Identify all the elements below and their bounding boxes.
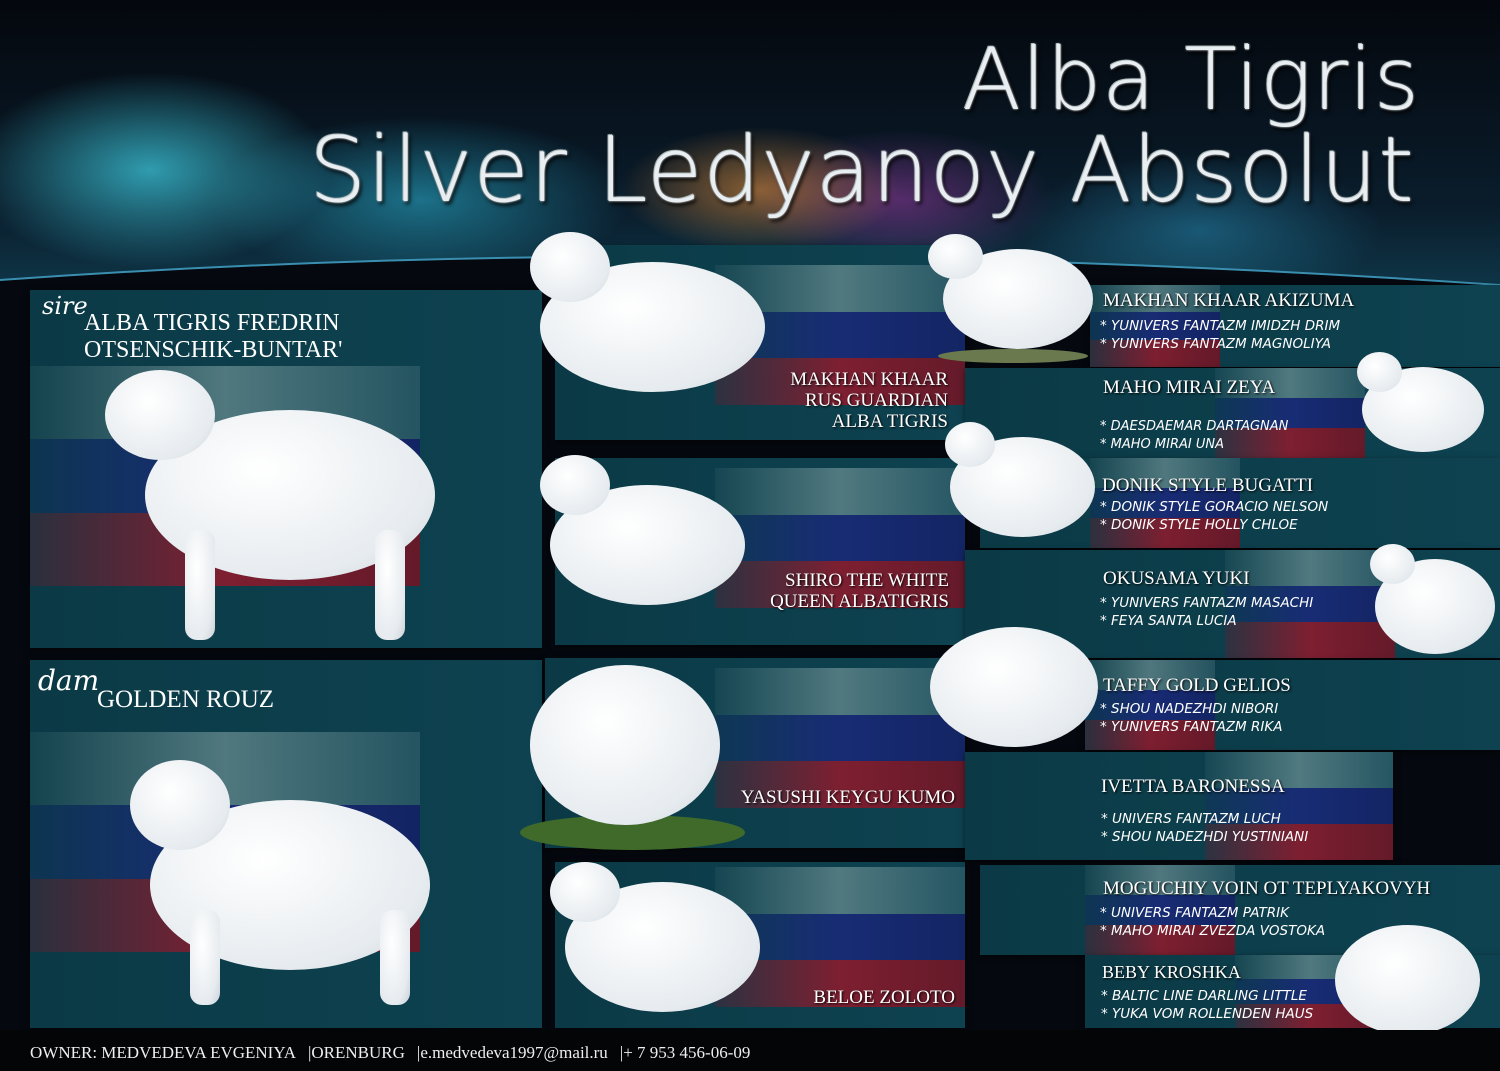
russian-flag (1225, 550, 1395, 658)
parent-name: DAESDAEMAR DARTAGNAN (1100, 419, 1288, 434)
ancestor-dog-photo (928, 234, 1093, 364)
ancestor-panel (965, 752, 1393, 860)
parent-name: SHOU NADEZHDI NIBORI (1100, 701, 1278, 717)
name-line: RUS GUARDIAN (804, 390, 948, 411)
ancestor-name: TAFFY GOLD GELIOS (1103, 675, 1291, 696)
russian-flag (1085, 660, 1215, 750)
city: ORENBURG (311, 1043, 405, 1062)
litter-title: Silver Ledyanoy Absolut (309, 118, 1415, 223)
russian-flag (1085, 865, 1235, 955)
email-link[interactable]: e.medvedeva1997@mail.ru (420, 1043, 608, 1062)
ancestor-name: BEBY KROSHKA (1102, 962, 1241, 982)
ancestor-parents: BALTIC LINE DARLING LITTLE YUKA VOM ROLLE… (1101, 987, 1313, 1023)
dam-dog-photo (130, 760, 430, 1010)
parent-name: YUNIVERS FANTAZM IMIDZH DRIM (1100, 318, 1340, 334)
grandparent-dog-photo (520, 655, 745, 850)
parent-name: UNIVERS FANTAZM PATRIK (1100, 905, 1289, 921)
parent-name: MAHO MIRAI ZVEZDA VOSTOKA (1100, 923, 1325, 939)
parent-name: BALTIC LINE DARLING LITTLE (1101, 988, 1307, 1004)
russian-flag (1215, 368, 1365, 458)
name-line: MAKHAN KHAAR (790, 369, 948, 390)
ancestor-parents: UNIVERS FANTAZM PATRIK MAHO MIRAI ZVEZDA … (1100, 904, 1325, 940)
ancestor-dog-photo (1370, 544, 1495, 659)
ancestor-panel (1085, 660, 1500, 750)
separator: | (416, 1043, 421, 1062)
parent-name: YUNIVERS FANTAZM RIKA (1100, 719, 1282, 735)
dam-label: dam (38, 664, 100, 697)
kennel-title: Alba Tigris (962, 30, 1420, 130)
ancestor-name: DONIK STYLE BUGATTI (1102, 475, 1314, 496)
name-line: QUEEN ALBATIGRIS (770, 591, 949, 612)
russian-flag (1205, 752, 1393, 860)
russian-flag (1090, 458, 1240, 548)
ancestor-name: MAHO MIRAI ZEYA (1103, 377, 1276, 398)
parent-name: YUNIVERS FANTAZM MASACHI (1100, 595, 1313, 611)
parent-name: MAHO MIRAI UNA (1100, 437, 1224, 452)
ancestor-parents: DONIK STYLE GORACIO NELSON DONIK STYLE HO… (1100, 498, 1328, 534)
parent-name: SHOU NADEZHDI YUSTINIANI (1101, 829, 1308, 845)
russian-flag (1090, 285, 1220, 367)
ancestor-name: OKUSAMA YUKI (1103, 568, 1250, 589)
sire-name: ALBA TIGRIS FREDRIN OTSENSCHIK-BUNTAR' (84, 310, 342, 364)
phone-number: + 7 953 456-06-09 (623, 1043, 751, 1062)
ancestor-name: MOGUCHIY VOIN OT TEPLYAKOVYH (1103, 878, 1431, 899)
parent-name: YUNIVERS FANTAZM MAGNOLIYA (1100, 336, 1331, 352)
ancestor-name: IVETTA BARONESSA (1101, 776, 1285, 797)
parent-name: UNIVERS FANTAZM LUCH (1101, 811, 1281, 827)
ancestor-dog-photo (1357, 352, 1484, 460)
sire-name-line: ALBA TIGRIS FREDRIN (84, 310, 340, 336)
separator: | (619, 1043, 624, 1062)
sire-dog-photo (105, 370, 435, 645)
ancestor-parents: SHOU NADEZHDI NIBORI YUNIVERS FANTAZM RIK… (1100, 700, 1282, 736)
ancestor-dog-photo (930, 617, 1098, 762)
russian-flag (715, 468, 965, 608)
parent-name: YUKA VOM ROLLENDEN HAUS (1101, 1006, 1313, 1022)
ancestor-parents: DAESDAEMAR DARTAGNAN MAHO MIRAI UNA (1100, 418, 1288, 454)
grandparent-dog-photo (550, 862, 760, 1030)
grandparent-dog-photo (540, 455, 745, 635)
separator: | (308, 1043, 312, 1062)
dam-name: GOLDEN ROUZ (97, 686, 275, 713)
ancestor-name: MAKHAN KHAAR AKIZUMA (1103, 290, 1355, 311)
parent-name: FEYA SANTA LUCIA (1100, 613, 1237, 629)
parent-name: DONIK STYLE HOLLY CHLOE (1100, 517, 1298, 533)
owner-name: OWNER: MEDVEDEVA EVGENIYA (30, 1043, 296, 1062)
grandparent-name: MAKHAN KHAAR RUS GUARDIAN ALBA TIGRIS (790, 369, 948, 432)
grandparent-name: YASUSHI KEYGU KUMO (740, 787, 955, 808)
sire-label: sire (42, 292, 88, 320)
ancestor-parents: UNIVERS FANTAZM LUCH SHOU NADEZHDI YUSTIN… (1101, 810, 1308, 846)
ancestor-parents: YUNIVERS FANTAZM IMIDZH DRIM YUNIVERS FAN… (1100, 317, 1340, 353)
ancestor-parents: YUNIVERS FANTAZM MASACHI FEYA SANTA LUCIA (1100, 594, 1313, 630)
sire-name-line: OTSENSCHIK-BUNTAR' (84, 337, 343, 363)
ancestor-dog-photo (945, 422, 1095, 552)
name-line: SHIRO THE WHITE (785, 570, 949, 591)
ancestor-panel (1090, 285, 1500, 367)
footer-contact: OWNER: MEDVEDEVA EVGENIYA |ORENBURG |e.med… (0, 1030, 1500, 1071)
name-line: ALBA TIGRIS (831, 411, 948, 432)
russian-flag (715, 668, 965, 808)
grandparent-name: SHIRO THE WHITE QUEEN ALBATIGRIS (770, 570, 949, 612)
grandparent-dog-photo (530, 232, 765, 442)
ancestor-dog-photo (1335, 920, 1480, 1040)
parent-name: DONIK STYLE GORACIO NELSON (1100, 499, 1328, 515)
grandparent-name: BELOE ZOLOTO (813, 987, 955, 1008)
